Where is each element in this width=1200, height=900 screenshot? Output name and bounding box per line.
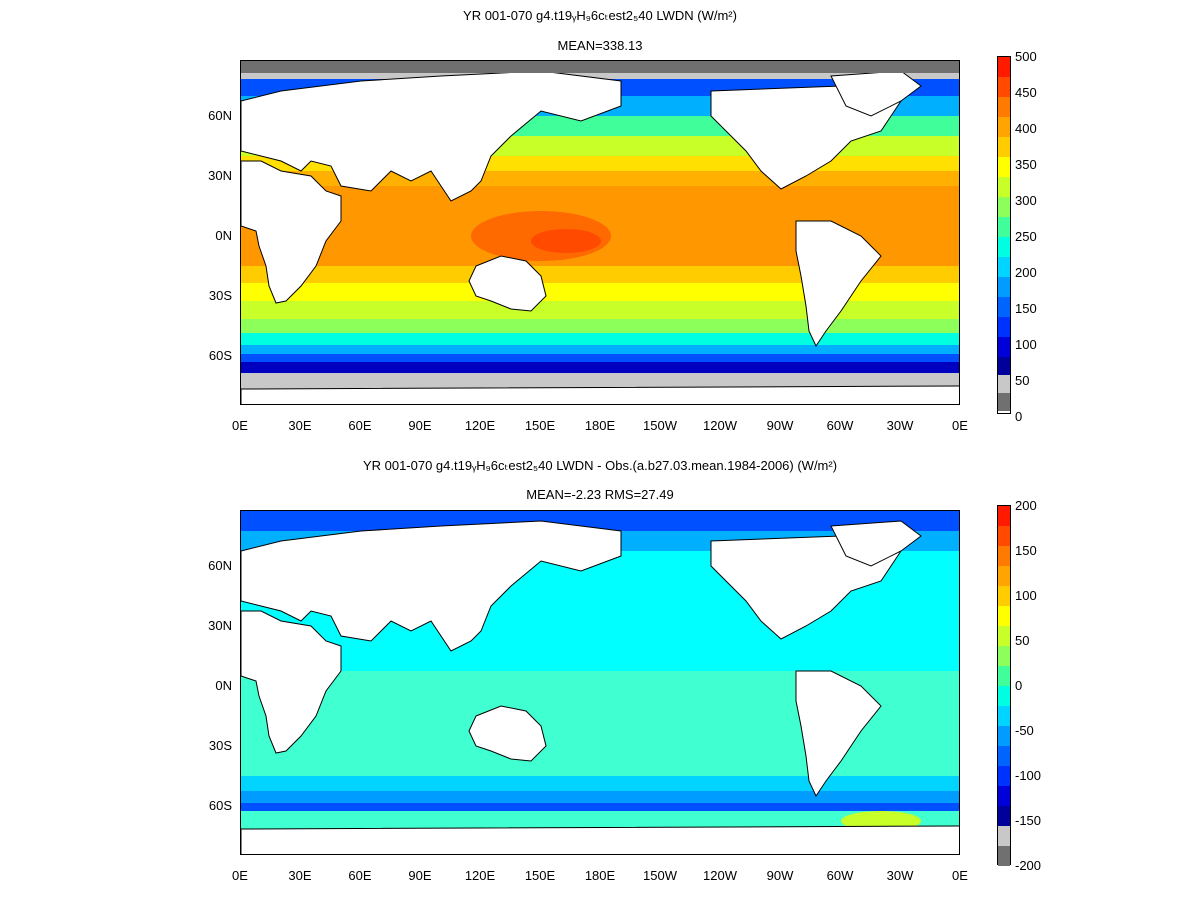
panel2-lat-label: 30S: [208, 738, 232, 753]
panel2-lat-label: 60N: [208, 558, 232, 573]
panel1-cbar-label: 400: [1015, 121, 1037, 136]
panel1-lat-label: 60S: [208, 348, 232, 363]
panel2-cbar-label: 150: [1015, 543, 1037, 558]
panel2-lat-label: 0N: [215, 678, 232, 693]
panel2-lon-label: 90W: [766, 868, 794, 883]
panel1-lon-label: 120E: [464, 418, 496, 433]
panel1-cbar-label: 200: [1015, 265, 1037, 280]
panel2-map: [240, 510, 960, 855]
panel2-lon-label: 120W: [703, 868, 737, 883]
panel1-cbar-label: 250: [1015, 229, 1037, 244]
panel1-lat-label: 30N: [208, 168, 232, 183]
panel2-cbar-label: -100: [1015, 768, 1042, 783]
panel2-map-svg: [241, 511, 959, 854]
panel1-title: YR 001-070 g4.t19ᵧH₉6cₜest2₅40 LWDN (W/m…: [463, 8, 737, 23]
panel2-lon-label: 30E: [288, 868, 312, 883]
panel1-subtitle: MEAN=338.13: [557, 38, 643, 53]
panel1-cbar-label: 100: [1015, 337, 1037, 352]
panel1-lon-label: 90W: [766, 418, 794, 433]
panel1-lon-label: 30W: [886, 418, 914, 433]
panel2-lon-label: 60W: [826, 868, 854, 883]
panel2-cbar-label: 200: [1015, 498, 1037, 513]
panel2-colorbar: [997, 505, 1011, 866]
panel2-lat-label: 30N: [208, 618, 232, 633]
panel1-cbar-label: 500: [1015, 49, 1037, 64]
panel2-cbar-label: 100: [1015, 588, 1037, 603]
panel2-lon-label: 0E: [952, 868, 968, 883]
panel1-cbar-label: 0: [1015, 409, 1023, 424]
panel1-lon-label: 180E: [584, 418, 616, 433]
panel2-lon-label: 0E: [232, 868, 248, 883]
panel2-lon-label: 30W: [886, 868, 914, 883]
panel1-cbar-label: 50: [1015, 373, 1030, 388]
panel2-lon-label: 150E: [524, 868, 556, 883]
panel2-lon-label: 180E: [584, 868, 616, 883]
panel1-cbar-label: 300: [1015, 193, 1037, 208]
panel1-lon-label: 0E: [952, 418, 968, 433]
panel1-cbar-label: 350: [1015, 157, 1037, 172]
panel1-lon-label: 90E: [408, 418, 432, 433]
panel1-lat-label: 60N: [208, 108, 232, 123]
panel1-lon-label: 60W: [826, 418, 854, 433]
panel2-lon-label: 90E: [408, 868, 432, 883]
panel1-cbar-label: 450: [1015, 85, 1037, 100]
panel1-lon-label: 60E: [348, 418, 372, 433]
panel1-lon-label: 150E: [524, 418, 556, 433]
panel2-subtitle: MEAN=-2.23 RMS=27.49: [526, 487, 674, 502]
panel2-cbar-label: -150: [1015, 813, 1042, 828]
panel1-lon-label: 120W: [703, 418, 737, 433]
panel1-lat-label: 0N: [215, 228, 232, 243]
panel2-lat-label: 60S: [208, 798, 232, 813]
panel2-lon-label: 120E: [464, 868, 496, 883]
panel1-lon-label: 30E: [288, 418, 312, 433]
panel1-lon-label: 150W: [643, 418, 677, 433]
panel2-cbar-label: 0: [1015, 678, 1023, 693]
panel1-cbar-label: 150: [1015, 301, 1037, 316]
panel1-lon-label: 0E: [232, 418, 248, 433]
panel2-cbar-label: -200: [1015, 858, 1042, 873]
panel2-lon-label: 60E: [348, 868, 372, 883]
panel1-colorbar: [997, 56, 1011, 414]
panel2-lon-label: 150W: [643, 868, 677, 883]
panel2-cbar-label: -50: [1015, 723, 1034, 738]
panel2-cbar-label: 50: [1015, 633, 1030, 648]
panel1-map-svg: [241, 61, 959, 404]
panel2-title: YR 001-070 g4.t19ᵧH₉6cₜest2₅40 LWDN - Ob…: [362, 458, 838, 473]
panel1-map: [240, 60, 960, 405]
panel1-lat-label: 30S: [208, 288, 232, 303]
